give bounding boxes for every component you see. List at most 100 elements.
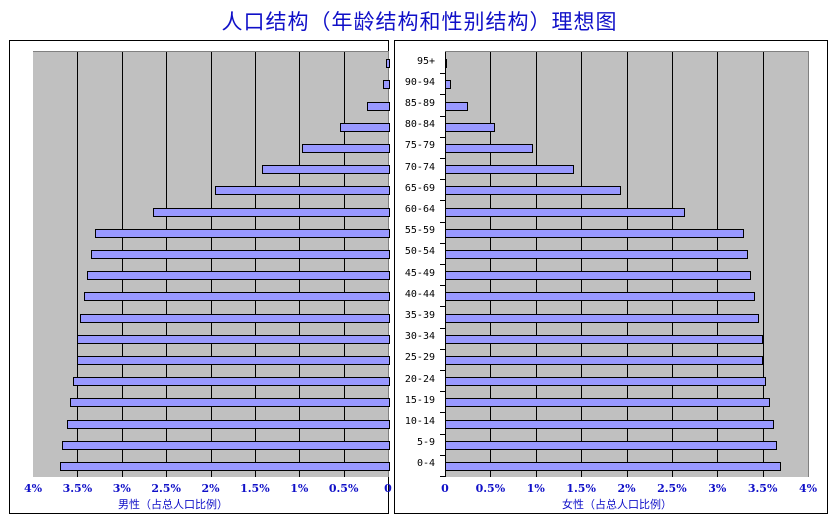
male-bar	[261, 165, 390, 175]
y-tick	[440, 348, 445, 350]
male-bar	[84, 292, 390, 302]
male-bar	[70, 398, 390, 408]
age-group-label: 85-89	[404, 98, 435, 110]
female-bar	[445, 59, 447, 69]
female-bar	[445, 334, 763, 344]
male-bar	[77, 355, 390, 365]
age-group-label: 95+	[416, 55, 435, 67]
female-plot-area	[440, 51, 809, 477]
female-x-tick: 1%	[526, 482, 545, 495]
male-x-tick: 4%	[23, 482, 43, 495]
age-group-label: 10-14	[404, 416, 435, 427]
gridline	[254, 52, 256, 477]
male-x-tick: 1.5%	[240, 482, 270, 495]
male-x-tick: 3%	[112, 482, 131, 495]
y-tick	[440, 391, 445, 393]
female-x-tick: 0.5%	[475, 482, 506, 495]
female-bar	[445, 377, 767, 387]
y-tick	[440, 157, 445, 159]
female-bar	[445, 165, 574, 175]
male-bar	[382, 80, 390, 90]
y-tick	[440, 412, 445, 414]
y-axis-line	[445, 52, 446, 477]
female-bar	[445, 101, 468, 111]
female-bar	[445, 249, 749, 259]
gridline	[121, 52, 123, 477]
male-x-tick: 3.5%	[62, 482, 93, 495]
gridline	[210, 52, 212, 477]
male-x-tick: 1%	[290, 482, 309, 495]
male-bar	[77, 334, 390, 344]
female-x-tick: 3%	[708, 482, 727, 495]
age-group-label: 40-44	[404, 288, 435, 300]
y-tick	[440, 73, 445, 75]
y-tick	[440, 454, 445, 456]
gridline	[717, 52, 719, 477]
age-group-label: 60-64	[404, 204, 435, 216]
y-tick	[440, 306, 445, 308]
male-bar	[340, 122, 390, 132]
female-x-tick: 1.5%	[566, 482, 596, 495]
gridline	[77, 52, 79, 477]
female-bar	[445, 207, 685, 217]
female-bar	[445, 355, 763, 365]
female-x-tick: 4%	[798, 482, 818, 495]
male-plot-area	[33, 51, 390, 477]
age-group-label: 45-49	[404, 267, 435, 279]
male-bar	[214, 186, 390, 196]
age-group-label: 65-69	[404, 182, 435, 194]
male-bar	[66, 419, 390, 429]
age-group-label: 90-94	[404, 76, 435, 88]
y-tick	[440, 94, 445, 96]
age-group-label: 70-74	[404, 161, 435, 173]
gridline	[343, 52, 345, 477]
y-tick	[440, 475, 445, 477]
y-tick	[440, 115, 445, 117]
gridline	[671, 52, 673, 477]
age-group-label: 50-54	[404, 246, 435, 258]
male-x-axis-label: 男性（占总人口比例）	[118, 498, 228, 511]
male-bar	[95, 228, 390, 238]
female-x-tick: 3.5%	[747, 482, 778, 495]
gridline	[626, 52, 628, 477]
female-x-tick: 0	[441, 482, 449, 495]
age-group-label: 55-59	[404, 225, 435, 237]
age-group-label: 15-19	[404, 394, 435, 406]
age-group-label: 20-24	[404, 373, 435, 385]
male-bar	[90, 249, 390, 259]
y-tick	[440, 136, 445, 138]
age-group-label: 0-4	[416, 458, 435, 470]
male-bar	[87, 271, 390, 281]
male-bar	[301, 143, 390, 153]
male-x-tick: 2.5%	[151, 482, 181, 495]
male-x-tick: 0	[384, 482, 392, 495]
age-group-label: 25-29	[404, 352, 435, 364]
age-group-label: 5-9	[416, 437, 435, 449]
male-bar	[80, 313, 390, 323]
male-bar	[59, 461, 390, 471]
male-bar	[72, 377, 390, 387]
female-bar	[445, 228, 745, 238]
age-group-label: 80-84	[404, 119, 435, 131]
male-bar	[152, 207, 390, 217]
gridline	[490, 52, 492, 477]
male-bar	[366, 101, 390, 111]
male-bar	[62, 440, 390, 450]
chart-title: 人口结构（年龄结构和性别结构）理想图	[221, 10, 618, 34]
gridline	[299, 52, 301, 477]
female-x-axis-label: 女性（占总人口比例）	[562, 498, 672, 511]
y-tick	[440, 179, 445, 181]
female-bar	[445, 186, 622, 196]
male-x-tick: 0.5%	[328, 482, 359, 495]
y-tick	[440, 263, 445, 265]
y-tick	[440, 242, 445, 244]
female-bar	[445, 292, 756, 302]
gridline	[166, 52, 168, 477]
female-bar	[445, 122, 495, 132]
female-bar	[445, 80, 452, 90]
female-bar	[445, 461, 781, 471]
female-bar	[445, 271, 751, 281]
y-tick	[440, 221, 445, 223]
female-bar	[445, 143, 534, 153]
gridline	[762, 52, 764, 477]
